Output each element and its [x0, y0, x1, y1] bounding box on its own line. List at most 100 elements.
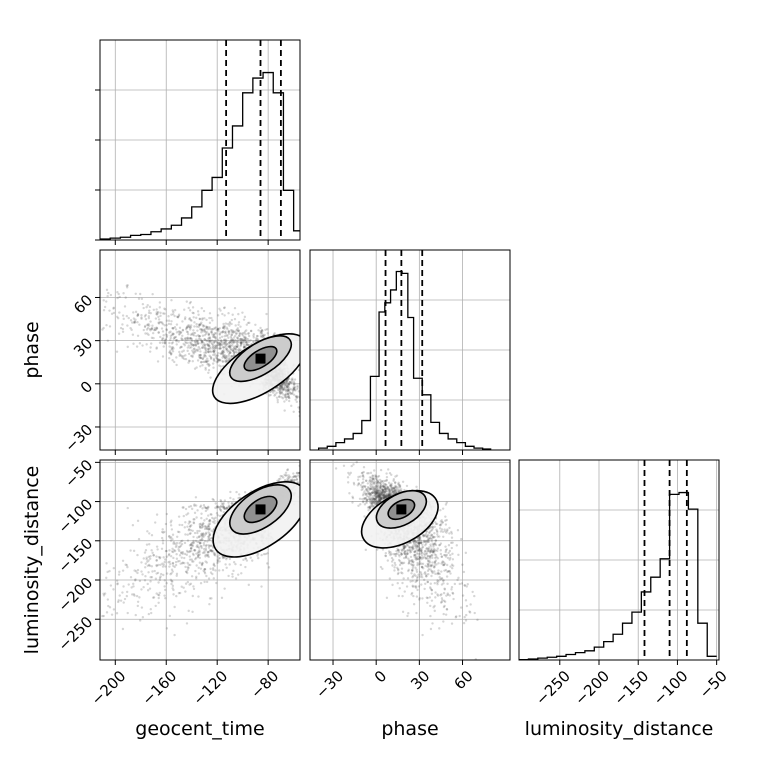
sample-point	[207, 343, 210, 347]
sample-point	[284, 396, 288, 399]
sample-point	[196, 348, 199, 351]
sample-point	[219, 343, 222, 346]
sample-point	[229, 496, 232, 500]
sample-point	[222, 355, 226, 358]
sample-point	[203, 333, 207, 337]
sample-point	[286, 379, 289, 382]
sample-point	[186, 346, 189, 349]
sample-point	[192, 334, 196, 337]
sample-point	[206, 327, 209, 331]
sample-point	[228, 351, 232, 354]
sample-point	[217, 327, 220, 331]
sample-point	[157, 321, 160, 324]
sample-point	[196, 349, 199, 353]
sample-point	[198, 540, 201, 544]
sample-point	[205, 526, 208, 529]
sample-point	[202, 543, 206, 547]
sample-point	[196, 551, 200, 555]
sample-point	[213, 332, 217, 335]
sample-point	[189, 326, 193, 329]
panel-grid	[100, 40, 300, 240]
sample-point	[187, 352, 191, 356]
sample-point	[195, 366, 198, 369]
sample-point	[372, 498, 375, 501]
sample-point	[140, 606, 144, 609]
sample-point	[105, 323, 108, 327]
sample-point	[144, 318, 148, 321]
sample-point	[121, 330, 125, 334]
sample-point	[168, 351, 172, 354]
sample-point	[213, 336, 217, 339]
sample-point	[163, 341, 166, 345]
sample-point	[415, 568, 418, 571]
sample-point	[246, 321, 250, 325]
sample-point	[221, 330, 225, 333]
sample-point	[196, 340, 199, 343]
sample-point	[196, 342, 200, 345]
sample-point	[102, 309, 106, 312]
sample-point	[261, 334, 265, 338]
sample-point	[198, 522, 201, 526]
sample-point	[213, 552, 217, 555]
sample-point	[208, 603, 211, 606]
sample-point	[157, 563, 160, 567]
sample-point	[178, 332, 181, 335]
sample-point	[132, 585, 135, 588]
sample-point	[186, 330, 190, 334]
sample-point	[184, 336, 187, 340]
sample-point	[214, 354, 217, 357]
sample-point	[160, 327, 164, 330]
sample-point	[150, 534, 154, 537]
sample-point	[155, 559, 158, 562]
sample-point	[210, 550, 213, 553]
sample-point	[220, 352, 223, 355]
sample-point	[164, 339, 167, 342]
sample-point	[157, 596, 160, 600]
sample-point	[148, 564, 152, 568]
y-tick-label: −150	[55, 534, 97, 576]
sample-point	[199, 522, 202, 526]
sample-point	[147, 322, 150, 326]
sample-point	[211, 333, 214, 336]
sample-point	[179, 331, 182, 334]
sample-point	[287, 377, 291, 380]
sample-point	[208, 527, 211, 530]
sample-point	[204, 560, 207, 563]
sample-point	[121, 559, 125, 563]
sample-point	[278, 392, 282, 395]
sample-point	[229, 339, 233, 343]
sample-point	[150, 549, 153, 552]
sample-point	[165, 335, 169, 339]
sample-point	[141, 302, 145, 306]
sample-point	[289, 387, 292, 391]
sample-point	[79, 603, 81, 605]
sample-point	[124, 296, 127, 299]
sample-point	[69, 281, 71, 283]
sample-point	[216, 561, 219, 565]
sample-point	[295, 478, 298, 481]
sample-point	[286, 468, 289, 472]
sample-point	[150, 326, 154, 330]
sample-point	[210, 342, 214, 346]
sample-point	[154, 328, 157, 332]
sample-point	[231, 339, 234, 342]
sample-point	[227, 312, 230, 315]
sample-point	[286, 385, 289, 388]
sample-point	[138, 596, 141, 599]
sample-point	[144, 332, 147, 335]
sample-point	[199, 353, 202, 357]
sample-point	[225, 347, 228, 350]
sample-point	[278, 391, 281, 394]
sample-point	[234, 348, 238, 351]
sample-point	[210, 536, 213, 540]
sample-point	[117, 573, 121, 576]
sample-point	[295, 400, 298, 404]
sample-point	[257, 329, 260, 332]
sample-point	[205, 527, 209, 531]
sample-point	[116, 583, 119, 586]
sample-point	[160, 547, 164, 551]
sample-point	[188, 520, 191, 523]
sample-point	[189, 342, 193, 345]
sample-point	[173, 542, 177, 545]
sample-point	[206, 343, 209, 346]
